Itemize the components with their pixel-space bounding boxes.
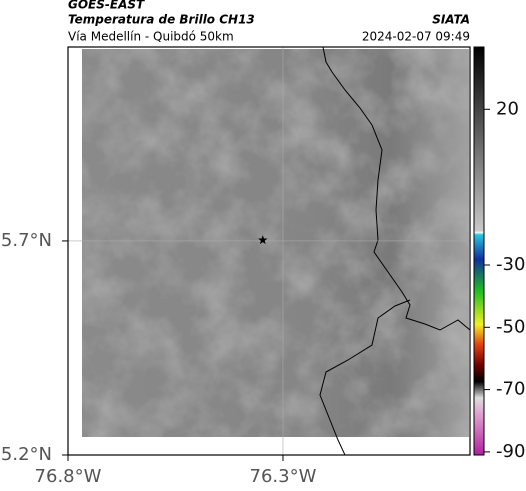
y-tick-label: 5.7°N — [1, 230, 52, 251]
source: SIATA — [432, 13, 470, 27]
colorbar-tick-label: -90 — [496, 441, 525, 462]
product: Temperatura de Brillo CH13 — [68, 13, 255, 27]
colorbar — [473, 46, 485, 456]
satellite: GOES-EAST — [68, 0, 145, 12]
colorbar-tick-label: 20 — [496, 98, 519, 119]
cloud-texture — [82, 49, 469, 437]
map-frame — [67, 46, 471, 456]
station-marker — [258, 235, 268, 245]
colorbar-tick-label: -30 — [496, 254, 525, 275]
border — [319, 299, 411, 456]
y-tick-label: 5.2°N — [1, 444, 52, 465]
x-tick-label: 76.8°W — [35, 466, 102, 487]
border — [322, 46, 471, 331]
colorbar-tick-label: -50 — [496, 316, 525, 337]
colorbar-tick-label: -70 — [496, 379, 525, 400]
datetime: 2024-02-07 09:49 — [362, 30, 470, 44]
x-tick-label: 76.3°W — [250, 466, 317, 487]
region: Vía Medellín - Quibdó 50km — [68, 30, 234, 44]
